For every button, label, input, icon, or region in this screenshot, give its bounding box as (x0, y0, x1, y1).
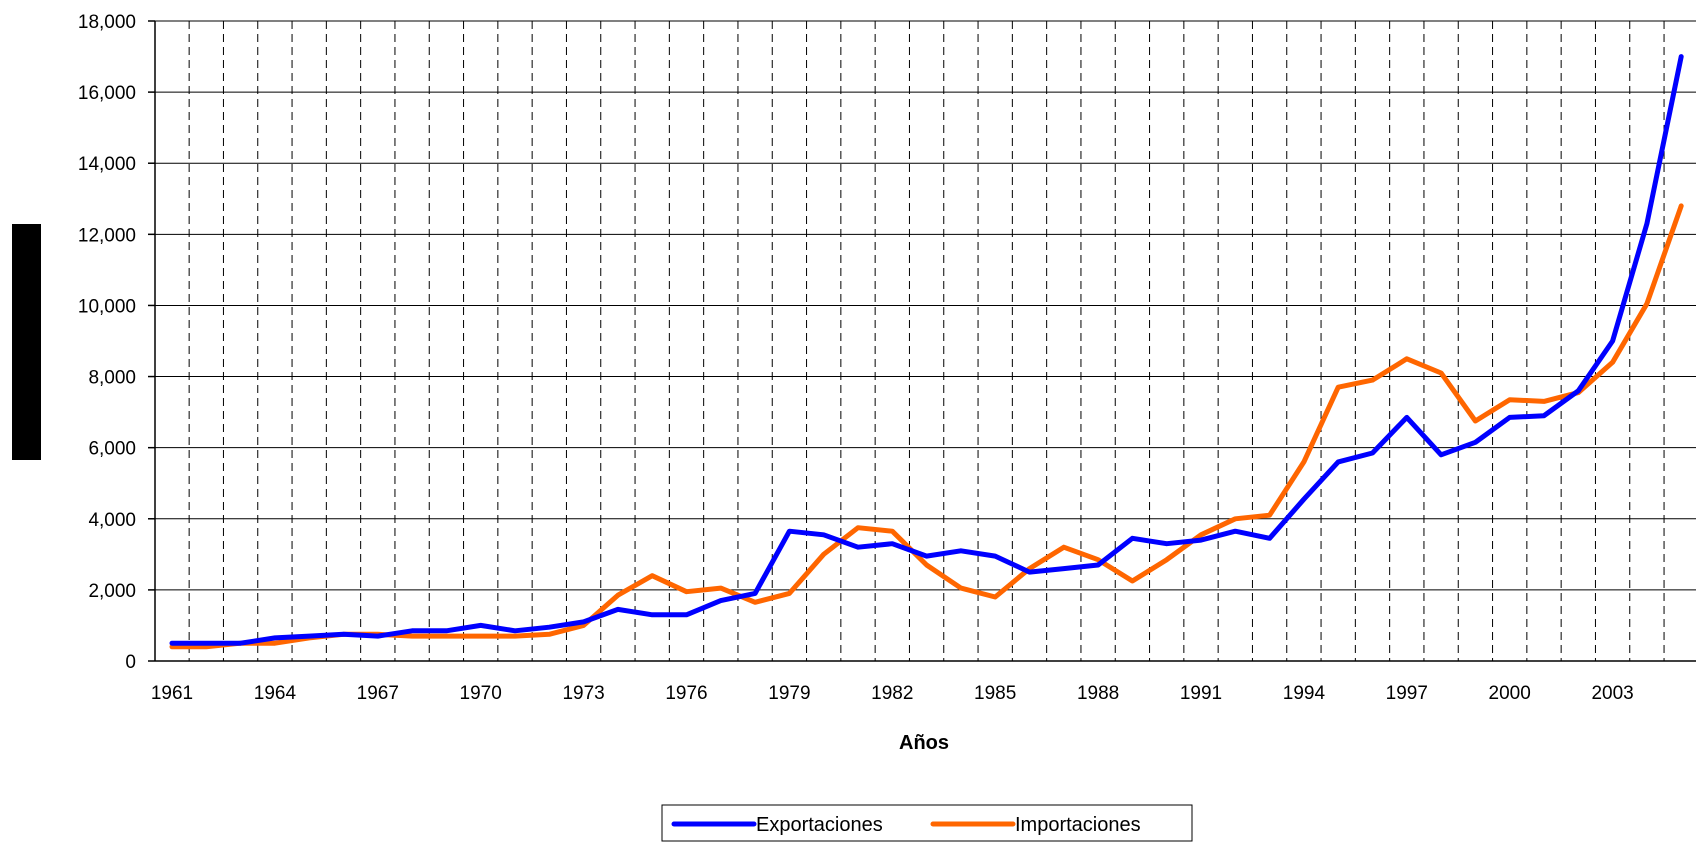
y-tick-label: 0 (125, 652, 136, 673)
y-tick-label: 14,000 (78, 154, 136, 175)
y-tick-label: 4,000 (88, 510, 136, 531)
y-tick-label: 6,000 (88, 439, 136, 460)
x-tick-label: 1979 (768, 683, 810, 704)
x-tick-label: 2003 (1591, 683, 1633, 704)
x-tick-label: 1961 (151, 683, 193, 704)
y-tick-label: 16,000 (78, 83, 136, 104)
x-tick-label: 1970 (460, 683, 502, 704)
gridlines (155, 20, 1696, 661)
legend: Exportaciones Importaciones (661, 804, 1193, 842)
x-tick-label: 1964 (254, 683, 297, 704)
x-tick-label: 1991 (1180, 683, 1222, 704)
y-tick-label: 2,000 (88, 581, 136, 602)
x-tick-label: 2000 (1489, 683, 1531, 704)
x-tick-label: 1997 (1386, 683, 1428, 704)
x-tick-label: 1973 (562, 683, 604, 704)
x-tick-label: 1988 (1077, 683, 1119, 704)
x-tick-labels: 1961 1964 1967 1970 1973 1976 1979 1982 1985 1988… (151, 683, 1634, 704)
y-tick-labels: 0 2,000 4,000 6,000 8,000 10,000 12,000 14,000 1… (78, 12, 136, 673)
legend-label-exportaciones: Exportaciones (756, 814, 883, 836)
y-tick-label: 18,000 (78, 12, 136, 33)
y-tick-label: 8,000 (88, 368, 136, 389)
x-tick-label: 1967 (357, 683, 399, 704)
x-tick-label: 1976 (665, 683, 707, 704)
x-tick-label: 1982 (871, 683, 913, 704)
series-line-importaciones (169, 203, 1684, 650)
y-tick-label: 12,000 (78, 225, 136, 246)
x-axis-title: Años (899, 732, 949, 754)
x-tick-label: 1994 (1283, 683, 1326, 704)
series-lines (169, 54, 1684, 650)
y-axis-title-redaction (12, 224, 41, 460)
legend-label-importaciones: Importaciones (1015, 814, 1141, 836)
series-line-exportaciones (169, 54, 1684, 646)
y-tick-label: 10,000 (78, 296, 136, 317)
x-tick-label: 1985 (974, 683, 1016, 704)
axes (148, 20, 1696, 662)
